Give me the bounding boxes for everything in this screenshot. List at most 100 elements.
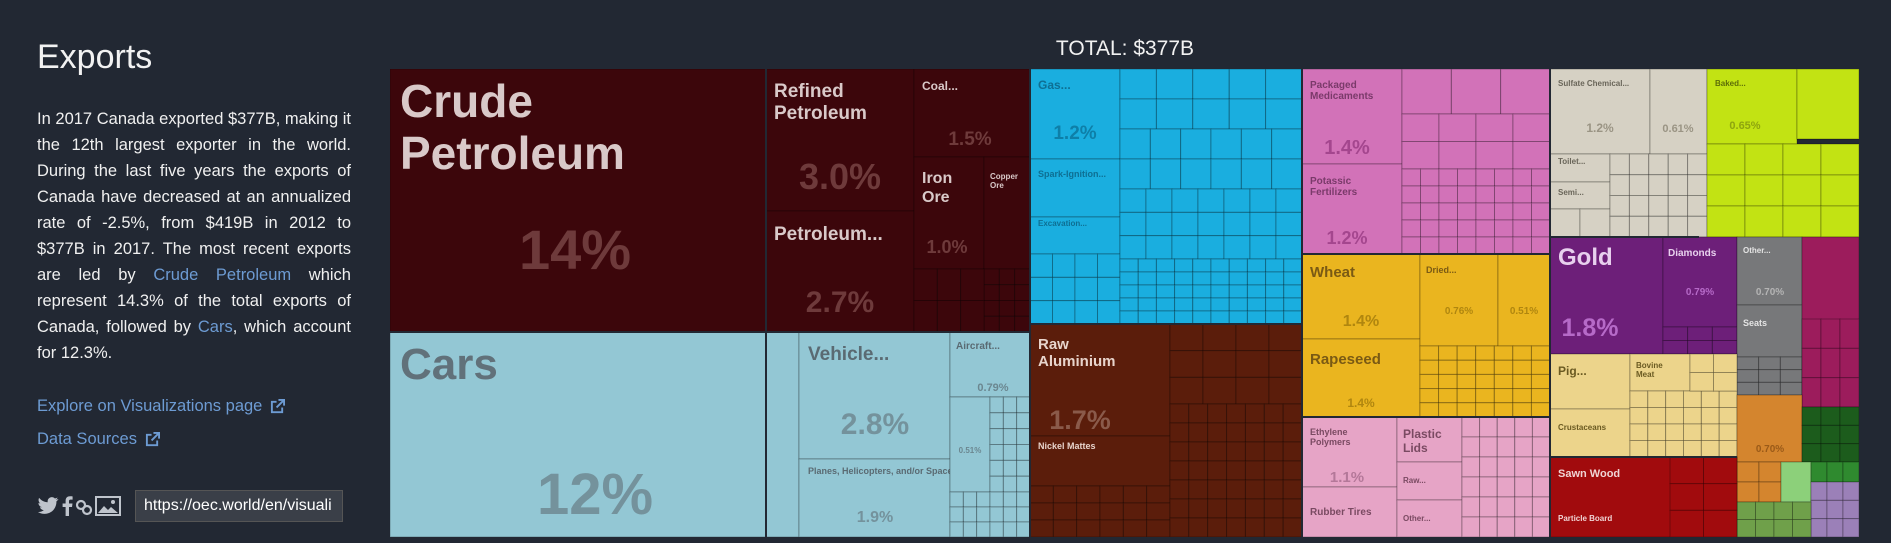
machines-misc-cell[interactable] <box>1192 310 1212 325</box>
animal-misc-cell[interactable] <box>1665 407 1684 425</box>
metals-misc-cell[interactable] <box>1169 479 1190 500</box>
machines-misc-cell[interactable] <box>1283 310 1303 325</box>
chemical-misc-cell[interactable] <box>1401 202 1421 221</box>
vegetable-misc-cell[interactable] <box>1438 388 1458 404</box>
plastics-misc-cell[interactable] <box>1461 496 1481 518</box>
metals-misc-cell[interactable] <box>1226 403 1246 424</box>
paper-misc-cell[interactable] <box>1648 174 1669 196</box>
explore-visualizations-link[interactable]: Explore on Visualizations page <box>37 397 286 416</box>
paper-misc-cell[interactable] <box>1667 215 1689 238</box>
machines-misc-cell[interactable] <box>1029 300 1053 325</box>
metals-misc-cell[interactable] <box>1029 519 1054 537</box>
machines-misc-cell[interactable] <box>1228 98 1267 130</box>
machines-misc-cell[interactable] <box>1210 284 1230 299</box>
coal-tile[interactable] <box>913 69 1031 158</box>
metals-misc-cell[interactable] <box>1122 502 1148 521</box>
cars-tile[interactable] <box>390 331 800 537</box>
vegetable-misc-cell[interactable] <box>1456 345 1477 361</box>
mineral-misc-cell[interactable] <box>998 268 1016 286</box>
instruments-misc-cell[interactable] <box>1736 369 1760 383</box>
machines-misc-cell[interactable] <box>1197 235 1225 260</box>
instruments-misc-cell[interactable] <box>1779 381 1803 396</box>
machines-misc-cell[interactable] <box>1265 310 1285 325</box>
machines-misc-cell[interactable] <box>1097 300 1121 325</box>
chemical-misc-cell[interactable] <box>1475 141 1514 170</box>
violet-misc-cell[interactable] <box>1842 481 1859 501</box>
plastics-misc-cell[interactable] <box>1479 436 1498 458</box>
machines-misc-cell[interactable] <box>1275 235 1303 260</box>
orange-misc-cell[interactable] <box>1736 481 1760 503</box>
metals-misc-cell[interactable] <box>1235 323 1270 352</box>
facebook-icon[interactable] <box>61 496 73 516</box>
plastics-misc-cell[interactable] <box>1531 476 1551 498</box>
machines-misc-cell[interactable] <box>1283 271 1303 286</box>
transport-misc-cell[interactable] <box>962 521 978 537</box>
transport-misc-cell[interactable] <box>989 475 1004 493</box>
mineral-misc-cell[interactable] <box>983 284 1000 301</box>
transport-misc-cell[interactable] <box>1016 428 1031 445</box>
machines-misc-cell[interactable] <box>1210 271 1230 286</box>
machines-misc-cell[interactable] <box>1149 158 1182 190</box>
vehicle-parts-tile[interactable] <box>798 331 951 460</box>
olive-misc-cell[interactable] <box>1773 501 1793 520</box>
machines-misc-cell[interactable] <box>1271 128 1303 160</box>
paper-misc-cell[interactable] <box>1667 195 1689 217</box>
metals-misc-cell[interactable] <box>1244 460 1265 481</box>
vegetable-misc-cell[interactable] <box>1475 373 1495 390</box>
metals-misc-cell[interactable] <box>1235 376 1270 405</box>
chemical-misc-cell[interactable] <box>1401 168 1421 187</box>
crude-petroleum-link[interactable]: Crude Petroleum <box>153 266 292 284</box>
paper-misc-cell[interactable] <box>1648 215 1669 238</box>
mineral-misc-cell[interactable] <box>1014 284 1031 301</box>
animal-misc-cell[interactable] <box>1700 440 1720 458</box>
animal-misc-cell[interactable] <box>1629 440 1649 458</box>
machines-misc-cell[interactable] <box>1228 297 1248 312</box>
metals-misc-cell[interactable] <box>1029 502 1054 521</box>
metals-misc-cell[interactable] <box>1282 441 1303 462</box>
plastics-misc-cell[interactable] <box>1514 456 1533 478</box>
machines-misc-cell[interactable] <box>1197 188 1225 213</box>
machines-misc-cell[interactable] <box>1192 271 1212 286</box>
plastics-misc-cell[interactable] <box>1531 456 1551 478</box>
animal-misc-cell[interactable] <box>1700 423 1720 441</box>
machines-misc-cell[interactable] <box>1283 297 1303 312</box>
food-misc-cell[interactable] <box>1782 205 1822 238</box>
machines-misc-cell[interactable] <box>1192 258 1212 273</box>
metals-misc-cell[interactable] <box>1169 323 1204 352</box>
paper-misc-cell[interactable] <box>1549 208 1581 238</box>
stone-glass-cell[interactable] <box>1801 424 1822 445</box>
animal-misc-cell[interactable] <box>1700 407 1720 425</box>
transport-misc-cell[interactable] <box>1002 428 1018 445</box>
mineral-misc-cell[interactable] <box>983 315 1000 333</box>
image-icon[interactable] <box>95 496 121 516</box>
transport-misc-cell[interactable] <box>1016 475 1031 493</box>
mineral-misc-cell[interactable] <box>983 268 1000 286</box>
machines-misc-cell[interactable] <box>1210 310 1230 325</box>
metals-misc-cell[interactable] <box>1188 460 1209 481</box>
vegetable-misc-cell[interactable] <box>1493 388 1514 404</box>
transport-misc-cell[interactable] <box>1002 506 1018 523</box>
paper-misc-cell[interactable] <box>1628 195 1650 217</box>
vegetable-misc-cell[interactable] <box>1419 345 1440 361</box>
paper-misc-cell[interactable] <box>1609 153 1630 176</box>
animal-misc-cell[interactable] <box>1713 372 1738 392</box>
machines-misc-cell[interactable] <box>1240 128 1273 160</box>
planes-tile[interactable] <box>798 458 951 537</box>
machines-misc-cell[interactable] <box>1137 310 1157 325</box>
chemical-misc-cell[interactable] <box>1420 202 1440 221</box>
violet-misc-cell[interactable] <box>1842 518 1859 537</box>
transport-misc-cell[interactable] <box>989 412 1004 430</box>
cars-link[interactable]: Cars <box>197 318 233 336</box>
transport-misc-cell[interactable] <box>1002 396 1018 414</box>
metals-misc-cell[interactable] <box>1099 502 1124 521</box>
violet-misc-cell[interactable] <box>1810 518 1828 537</box>
sulfate-chemical-woodpulp-tile[interactable] <box>1549 69 1651 155</box>
transport-misc-cell[interactable] <box>949 491 964 508</box>
machines-misc-cell[interactable] <box>1119 297 1139 312</box>
machines-misc-cell[interactable] <box>1192 284 1212 299</box>
paper-misc-cell[interactable] <box>1687 195 1708 217</box>
metals-misc-cell[interactable] <box>1169 517 1190 537</box>
precious-misc-cell[interactable] <box>1711 340 1738 355</box>
metals-misc-cell[interactable] <box>1169 376 1204 405</box>
dark-green-misc-cell[interactable] <box>1810 461 1828 483</box>
